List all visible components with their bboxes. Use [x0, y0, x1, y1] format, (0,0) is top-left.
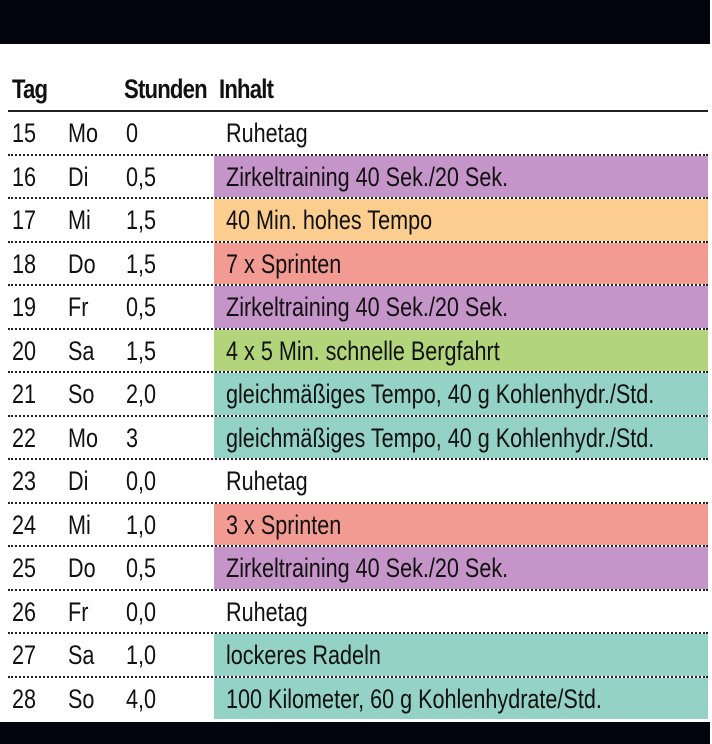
table-row: 22 Mo 3 gleichmäßiges Tempo, 40 g Kohlenhyd…	[8, 416, 708, 460]
cell-inhalt-bg: Zirkeltraining 40 Sek./20 Sek.	[214, 286, 708, 328]
cell-inhalt-bg: lockeres Radeln	[214, 634, 708, 676]
cell-weekday: Sa	[68, 335, 95, 366]
cell-tag: 26	[12, 596, 37, 627]
cell-inhalt: Ruhetag	[226, 596, 308, 627]
table-row: 17 Mi 1,5 40 Min. hohes Tempo	[8, 199, 708, 243]
cell-tag: 25	[12, 553, 37, 583]
table-row: 28 So 4,0 100 Kilometer, 60 g Kohlenhydrate…	[8, 677, 708, 719]
cell-weekday: Di	[68, 161, 89, 192]
table-row: 24 Mi 1,0 3 x Sprinten	[8, 503, 708, 547]
cell-weekday: Sa	[68, 640, 95, 670]
training-plan-table: Tag Stunden Inhalt 15 Mo 0 Ruhetag 16 Di 0,5 Zi…	[8, 70, 708, 719]
table-row: 21 So 2,0 gleichmäßiges Tempo, 40 g Kohlenh…	[8, 373, 708, 417]
table-row: 25 Do 0,5 Zirkeltraining 40 Sek./20 Sek.	[8, 547, 708, 591]
cell-inhalt: Zirkeltraining 40 Sek./20 Sek.	[226, 292, 509, 322]
cell-tag: 20	[12, 335, 37, 366]
cell-inhalt: gleichmäßiges Tempo, 40 g Kohlenhydr./St…	[226, 422, 655, 453]
cell-inhalt: 4 x 5 Min. schnelle Bergfahrt	[226, 335, 500, 366]
cell-weekday: Mi	[68, 205, 91, 235]
table-row: 18 Do 1,5 7 x Sprinten	[8, 242, 708, 286]
cell-stunden: 0	[126, 118, 139, 148]
cell-weekday: Do	[68, 248, 96, 279]
cell-weekday: So	[68, 379, 95, 409]
cell-inhalt: 7 x Sprinten	[226, 248, 342, 279]
cell-inhalt: Zirkeltraining 40 Sek./20 Sek.	[226, 161, 509, 192]
cell-inhalt: 3 x Sprinten	[226, 509, 342, 540]
table-row: 20 Sa 1,5 4 x 5 Min. schnelle Bergfahrt	[8, 329, 708, 373]
cell-tag: 28	[12, 683, 37, 714]
cell-weekday: So	[68, 683, 95, 714]
table-row: 15 Mo 0 Ruhetag	[8, 112, 708, 156]
table-row: 23 Di 0,0 Ruhetag	[8, 460, 708, 504]
cell-tag: 17	[12, 205, 37, 235]
cell-tag: 22	[12, 422, 37, 453]
cell-tag: 16	[12, 161, 37, 192]
cell-inhalt-bg: gleichmäßiges Tempo, 40 g Kohlenhydr./St…	[214, 373, 708, 415]
table-header: Tag Stunden Inhalt	[8, 70, 708, 112]
table-row: 27 Sa 1,0 lockeres Radeln	[8, 634, 708, 678]
cell-inhalt-bg: 4 x 5 Min. schnelle Bergfahrt	[214, 329, 708, 371]
cell-inhalt-bg: Ruhetag	[214, 112, 708, 154]
cell-tag: 18	[12, 248, 37, 279]
cell-inhalt-bg: 3 x Sprinten	[214, 503, 708, 545]
table-row: 16 Di 0,5 Zirkeltraining 40 Sek./20 Sek.	[8, 155, 708, 199]
header-inhalt: Inhalt	[219, 74, 274, 104]
cell-stunden: 4,0	[126, 683, 157, 714]
cell-inhalt-bg: Ruhetag	[214, 591, 708, 633]
cell-stunden: 1,0	[126, 509, 157, 540]
cell-inhalt: Ruhetag	[226, 118, 308, 148]
cell-inhalt-bg: 7 x Sprinten	[214, 242, 708, 284]
header-tag: Tag	[12, 74, 48, 104]
cell-inhalt: Ruhetag	[226, 466, 308, 496]
cell-stunden: 1,0	[126, 640, 157, 670]
cell-weekday: Mi	[68, 509, 91, 540]
cell-stunden: 1,5	[126, 248, 157, 279]
cell-inhalt-bg: 40 Min. hohes Tempo	[214, 199, 708, 241]
cell-stunden: 1,5	[126, 335, 157, 366]
header-stunden: Stunden	[124, 74, 208, 104]
cell-inhalt-bg: Ruhetag	[214, 460, 708, 502]
cell-weekday: Do	[68, 553, 96, 583]
cell-inhalt: gleichmäßiges Tempo, 40 g Kohlenhydr./St…	[226, 379, 655, 409]
cell-inhalt: Zirkeltraining 40 Sek./20 Sek.	[226, 553, 509, 583]
cell-tag: 15	[12, 118, 37, 148]
table-body: 15 Mo 0 Ruhetag 16 Di 0,5 Zirkeltraining 40 Sek…	[8, 112, 708, 719]
cell-tag: 23	[12, 466, 37, 496]
cell-stunden: 0,0	[126, 596, 157, 627]
cell-inhalt-bg: 100 Kilometer, 60 g Kohlenhydrate/Std.	[214, 677, 708, 719]
cell-inhalt: lockeres Radeln	[226, 640, 381, 670]
cell-inhalt: 40 Min. hohes Tempo	[226, 205, 433, 235]
cell-tag: 27	[12, 640, 37, 670]
cell-weekday: Mo	[68, 118, 99, 148]
cell-tag: 24	[12, 509, 37, 540]
cell-weekday: Fr	[68, 292, 89, 322]
cell-inhalt-bg: Zirkeltraining 40 Sek./20 Sek.	[214, 547, 708, 589]
cell-inhalt: 100 Kilometer, 60 g Kohlenhydrate/Std.	[226, 683, 602, 714]
cell-inhalt-bg: gleichmäßiges Tempo, 40 g Kohlenhydr./St…	[214, 416, 708, 458]
cell-stunden: 2,0	[126, 379, 157, 409]
cell-weekday: Mo	[68, 422, 99, 453]
cell-stunden: 0,5	[126, 553, 157, 583]
table-row: 26 Fr 0,0 Ruhetag	[8, 591, 708, 634]
cell-stunden: 3	[126, 422, 139, 453]
cell-weekday: Fr	[68, 596, 89, 627]
table-row: 19 Fr 0,5 Zirkeltraining 40 Sek./20 Sek.	[8, 286, 708, 330]
top-black-bar	[0, 0, 710, 44]
cell-weekday: Di	[68, 466, 89, 496]
cell-stunden: 0,0	[126, 466, 157, 496]
cell-stunden: 0,5	[126, 161, 157, 192]
bottom-black-bar	[0, 722, 710, 744]
cell-stunden: 1,5	[126, 205, 157, 235]
cell-tag: 19	[12, 292, 37, 322]
cell-tag: 21	[12, 379, 37, 409]
cell-stunden: 0,5	[126, 292, 157, 322]
cell-inhalt-bg: Zirkeltraining 40 Sek./20 Sek.	[214, 155, 708, 197]
